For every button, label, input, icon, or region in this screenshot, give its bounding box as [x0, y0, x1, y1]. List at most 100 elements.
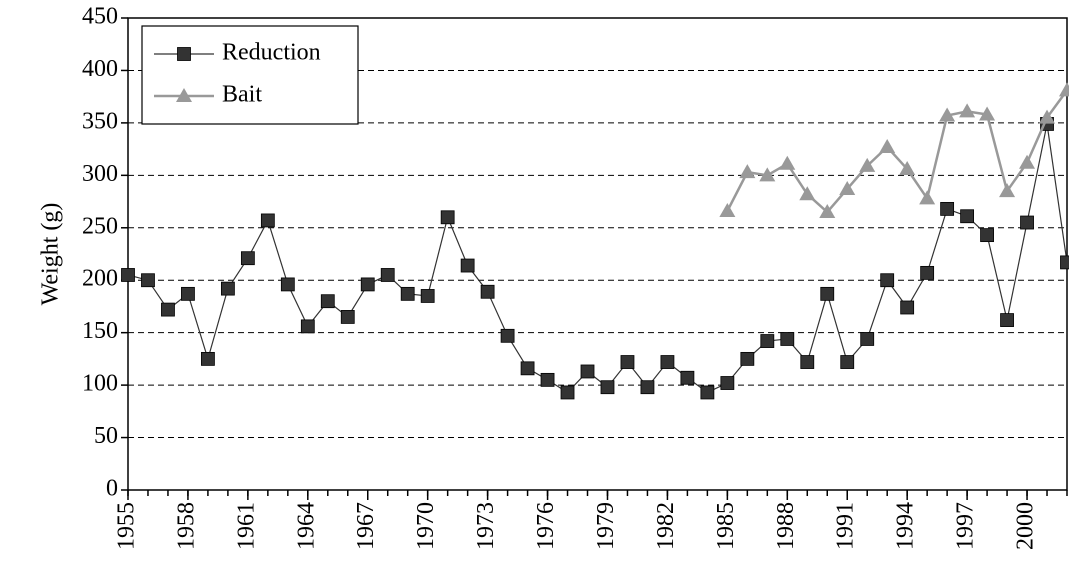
x-tick-label: 1970 [413, 502, 439, 550]
marker [700, 385, 715, 400]
marker [980, 228, 994, 243]
marker [161, 302, 175, 317]
marker [939, 107, 956, 122]
x-tick-label: 1982 [653, 502, 679, 550]
marker [920, 265, 935, 280]
marker [759, 167, 776, 182]
y-tick-label: 250 [82, 213, 118, 239]
marker [660, 355, 675, 369]
marker [719, 202, 736, 217]
marker [280, 277, 295, 292]
marker [480, 284, 495, 299]
marker [440, 210, 455, 225]
marker [360, 277, 375, 292]
y-tick-label: 450 [82, 4, 118, 30]
marker [839, 180, 856, 195]
y-tick-label: 300 [82, 161, 118, 187]
y-tick-label: 350 [82, 108, 118, 134]
marker [177, 47, 191, 61]
x-tick-label: 1985 [713, 502, 739, 550]
marker [380, 268, 395, 282]
marker [600, 380, 615, 395]
marker [799, 186, 816, 201]
marker [640, 380, 655, 395]
marker [400, 286, 415, 301]
marker [240, 251, 255, 266]
marker [340, 310, 355, 324]
marker [979, 106, 996, 121]
marker [860, 332, 875, 346]
x-tick-label: 1994 [893, 502, 919, 550]
x-tick-label: 1973 [473, 502, 499, 550]
marker [819, 204, 836, 219]
marker [580, 364, 595, 379]
y-tick-label: 100 [82, 371, 118, 397]
x-tick-label: 1979 [593, 502, 619, 550]
series-line [127, 123, 1068, 394]
y-tick-label: 200 [82, 266, 118, 292]
x-tick-label: 1997 [953, 502, 979, 550]
marker [800, 355, 815, 369]
marker [176, 88, 192, 102]
x-tick-label: 1967 [353, 502, 379, 550]
marker [1059, 82, 1069, 97]
marker [181, 286, 195, 301]
marker [780, 332, 795, 346]
x-tick-label: 1958 [173, 502, 199, 550]
marker [520, 361, 535, 376]
marker [940, 201, 955, 216]
marker [141, 273, 155, 288]
marker [840, 355, 855, 369]
marker [820, 286, 835, 301]
marker [1000, 313, 1014, 327]
marker [420, 289, 435, 303]
marker [320, 294, 335, 309]
marker [220, 281, 235, 296]
y-tick-label: 50 [94, 423, 118, 449]
y-tick-label: 0 [106, 476, 118, 502]
marker [620, 355, 635, 369]
marker [859, 157, 876, 172]
marker [720, 376, 735, 390]
x-tick-label: 2000 [1013, 502, 1039, 550]
marker [560, 385, 575, 400]
x-tick-label: 1988 [773, 502, 799, 550]
y-axis-label: Weight (g) [38, 203, 64, 306]
marker [779, 155, 796, 170]
x-tick-label: 1955 [114, 502, 140, 550]
y-tick-label: 150 [82, 318, 118, 344]
marker [300, 319, 315, 334]
marker [1020, 215, 1034, 230]
marker [540, 372, 555, 387]
legend-box [141, 25, 359, 125]
y-tick-label: 400 [82, 56, 118, 82]
legend-label: Bait [222, 82, 262, 108]
marker [999, 183, 1016, 198]
marker [959, 103, 976, 118]
marker [739, 164, 756, 179]
marker [121, 268, 135, 282]
x-tick-label: 1964 [293, 502, 319, 550]
marker [680, 370, 695, 385]
legend: Reduction Bait [141, 25, 359, 125]
x-tick-label: 1961 [233, 502, 259, 550]
x-tick-label: 1991 [833, 502, 859, 550]
marker [960, 209, 975, 224]
plot-frame [127, 17, 1068, 491]
legend-label: Reduction [222, 40, 321, 66]
marker [1019, 154, 1036, 169]
marker [900, 300, 915, 315]
marker [740, 351, 755, 366]
marker [1060, 255, 1069, 270]
marker [500, 328, 515, 343]
marker [260, 213, 275, 228]
series-line [726, 89, 1069, 214]
x-tick-label: 1976 [533, 502, 559, 550]
marker [201, 351, 215, 366]
marker [899, 161, 916, 176]
marker [460, 258, 475, 273]
marker [919, 190, 936, 205]
marker [879, 139, 896, 154]
marker [880, 273, 895, 288]
